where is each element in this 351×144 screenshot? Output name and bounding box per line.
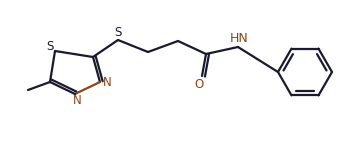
- Text: N: N: [73, 94, 81, 108]
- Text: O: O: [194, 77, 204, 90]
- Text: S: S: [114, 26, 122, 39]
- Text: HN: HN: [230, 33, 249, 46]
- Text: N: N: [102, 75, 111, 89]
- Text: S: S: [46, 39, 54, 53]
